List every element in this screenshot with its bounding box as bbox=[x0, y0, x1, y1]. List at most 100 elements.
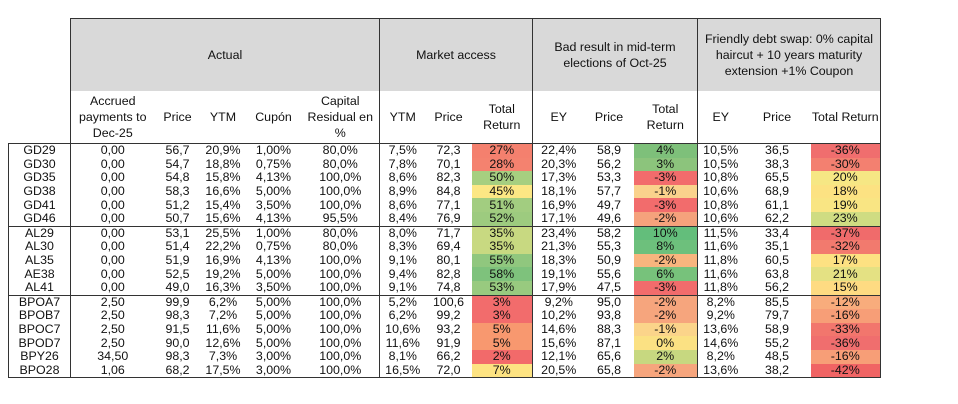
ytm-cell: 6,2% bbox=[200, 294, 246, 310]
ma-price-cell: 82,3 bbox=[436, 170, 461, 185]
br-total-return-cell: 2% bbox=[633, 350, 698, 364]
bond-name-cell: AE38 bbox=[8, 267, 71, 281]
cupon-cell: 3,00% bbox=[255, 349, 292, 364]
br-ey-cell: 16,9% bbox=[532, 198, 585, 212]
accrued-cell: 0,00 bbox=[70, 254, 155, 268]
br-ey-cell: 20,5% bbox=[532, 363, 585, 379]
group-header-debt-swap: Friendly debt swap: 0% capital haircut +… bbox=[697, 18, 881, 91]
br-price-cell: 49,7 bbox=[596, 197, 622, 212]
ytm-cell: 16,9% bbox=[205, 253, 241, 268]
br-price-cell: 55,6 bbox=[596, 266, 622, 281]
ma-price-cell: 77,1 bbox=[436, 197, 461, 212]
br-total-return-cell: -2% bbox=[633, 212, 698, 227]
col-header-price: Price bbox=[154, 91, 201, 144]
br-price-cell: 58,9 bbox=[584, 142, 634, 158]
accrued-cell: 1,06 bbox=[70, 363, 155, 379]
accrued-cell: 34,50 bbox=[70, 350, 155, 364]
ma-total-return-cell: 45% bbox=[471, 185, 533, 199]
table-row: GD30 0,00 54,7 18,8% 0,75% 80,0% 7,8% 70,1 28% 20… bbox=[8, 156, 881, 172]
ma-ytm-cell: 8,6% bbox=[379, 198, 426, 212]
br-total-return-cell: -3% bbox=[633, 281, 698, 296]
ds-ey-cell: 10,5% bbox=[697, 158, 744, 172]
ma-price-cell: 76,9 bbox=[425, 212, 472, 227]
br-total-return-cell: -1% bbox=[633, 323, 698, 337]
table-row: AL41 0,00 49,0 16,3% 3,50% 100,0% 9,1% 74,8 53% 1… bbox=[8, 281, 881, 296]
ds-total-return-cell: -42% bbox=[810, 363, 881, 379]
cupon-cell: 5,00% bbox=[245, 294, 302, 310]
price-cell: 98,3 bbox=[165, 308, 190, 323]
ma-ytm-cell: 11,6% bbox=[379, 336, 426, 350]
bond-name-cell: AL41 bbox=[8, 281, 71, 296]
price-cell: 51,9 bbox=[165, 253, 190, 268]
ma-ytm-cell: 8,0% bbox=[379, 225, 426, 241]
br-price-cell: 57,7 bbox=[596, 184, 622, 199]
table-row: AL30 0,00 51,4 22,2% 0,75% 80,0% 8,3% 69,4 35% 21… bbox=[8, 239, 881, 254]
col-header-ds-total-return: Total Return bbox=[810, 91, 881, 144]
ds-ey-cell: 8,2% bbox=[697, 350, 744, 364]
col-header-ds-price: Price bbox=[743, 91, 811, 144]
ds-total-return-cell: -36% bbox=[810, 336, 881, 350]
ytm-cell: 15,6% bbox=[200, 212, 246, 227]
ds-price-cell: 55,2 bbox=[764, 335, 790, 350]
ds-total-return-cell: 21% bbox=[810, 267, 881, 281]
ma-price-cell: 84,8 bbox=[436, 184, 461, 199]
br-ey-cell: 22,4% bbox=[532, 142, 585, 158]
br-price-cell: 88,3 bbox=[596, 322, 622, 337]
ma-price-cell: 91,9 bbox=[436, 335, 461, 350]
ma-ytm-cell: 8,9% bbox=[379, 185, 426, 199]
capital-residual-cell: 100,0% bbox=[301, 254, 380, 268]
table-row: GD46 0,00 50,7 15,6% 4,13% 95,5% 8,4% 76,9 52% 17… bbox=[8, 212, 881, 227]
accrued-cell: 0,00 bbox=[70, 267, 155, 281]
cupon-cell: 4,13% bbox=[245, 212, 302, 227]
ma-ytm-cell: 16,5% bbox=[379, 363, 426, 379]
ma-ytm-cell: 10,6% bbox=[379, 323, 426, 337]
br-price-cell: 55,3 bbox=[596, 239, 622, 254]
capital-residual-cell: 95,5% bbox=[301, 212, 380, 227]
br-total-return-cell: 0% bbox=[633, 336, 698, 350]
accrued-cell: 0,00 bbox=[70, 212, 155, 227]
group-header-market-access: Market access bbox=[379, 18, 533, 91]
capital-residual-cell: 80,0% bbox=[301, 240, 380, 254]
ds-price-cell: 63,8 bbox=[764, 266, 790, 281]
ds-price-cell: 58,9 bbox=[764, 322, 790, 337]
ma-ytm-cell: 9,1% bbox=[379, 254, 426, 268]
price-cell: 49,0 bbox=[154, 281, 201, 296]
ytm-cell: 15,4% bbox=[205, 197, 241, 212]
ma-total-return-cell: 27% bbox=[471, 142, 533, 158]
br-total-return-cell: -3% bbox=[633, 198, 698, 212]
ds-price-cell: 68,9 bbox=[764, 184, 790, 199]
ma-total-return-cell: 7% bbox=[471, 363, 533, 379]
capital-residual-cell: 100,0% bbox=[301, 294, 380, 310]
ds-price-cell: 60,5 bbox=[764, 253, 790, 268]
ds-total-return-cell: -32% bbox=[810, 240, 881, 254]
br-price-cell: 53,3 bbox=[596, 170, 622, 185]
price-cell: 54,7 bbox=[165, 156, 190, 171]
bond-name-cell: BPOD7 bbox=[8, 336, 71, 350]
ds-ey-cell: 13,6% bbox=[697, 323, 744, 337]
cupon-cell: 0,75% bbox=[255, 156, 292, 171]
ma-total-return-cell: 58% bbox=[471, 267, 533, 281]
ds-ey-cell: 10,5% bbox=[697, 142, 744, 158]
ma-price-cell: 69,4 bbox=[436, 239, 461, 254]
br-total-return-cell: 8% bbox=[633, 240, 698, 254]
br-total-return-cell: 3% bbox=[633, 158, 698, 172]
br-ey-cell: 12,1% bbox=[532, 350, 585, 364]
price-cell: 51,4 bbox=[165, 239, 190, 254]
accrued-cell: 2,50 bbox=[70, 294, 155, 310]
table-row: AL29 0,00 53,1 25,5% 1,00% 80,0% 8,0% 71,7 35% 23… bbox=[8, 225, 881, 241]
ma-total-return-cell: 28% bbox=[471, 158, 533, 172]
table-row: BPOA7 2,50 99,9 6,2% 5,00% 100,0% 5,2% 100,6 3% 9… bbox=[8, 294, 881, 310]
capital-residual-cell: 100,0% bbox=[301, 363, 380, 379]
capital-residual-cell: 100,0% bbox=[301, 267, 380, 281]
bond-name-cell: AL35 bbox=[8, 254, 71, 268]
ma-ytm-cell: 7,5% bbox=[379, 142, 426, 158]
col-header-cupon: Cupón bbox=[245, 91, 302, 144]
capital-residual-cell: 100,0% bbox=[301, 309, 380, 323]
br-total-return-cell: 4% bbox=[633, 142, 698, 158]
group-header-bad-result: Bad result in mid-term elections of Oct-… bbox=[532, 18, 698, 91]
ma-price-cell: 71,7 bbox=[425, 225, 472, 241]
ytm-cell: 12,6% bbox=[205, 335, 241, 350]
ma-price-cell: 80,1 bbox=[436, 253, 461, 268]
bond-scenario-table-container: Actual Market access Bad result in mid-t… bbox=[8, 18, 881, 379]
br-price-cell: 56,2 bbox=[596, 156, 622, 171]
